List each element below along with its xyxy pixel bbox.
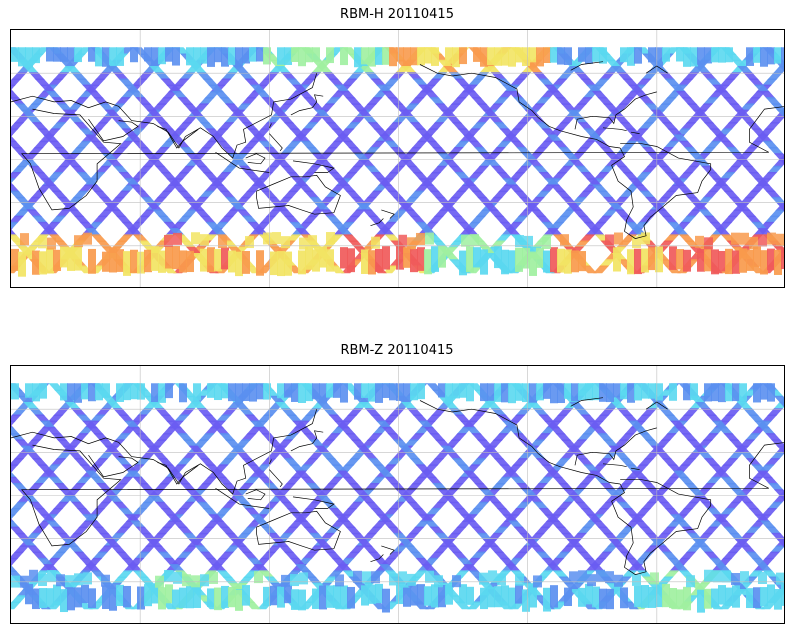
map-title-top: RBM-H 20110415 — [340, 7, 454, 22]
high-latitude-belts — [11, 383, 784, 613]
map-title-bottom: RBM-Z 20110415 — [340, 343, 454, 358]
map-canvas-top — [11, 30, 784, 287]
coastlines — [11, 61, 784, 239]
gridlines — [11, 366, 784, 623]
high-latitude-belts — [11, 47, 784, 277]
map-panel-top — [10, 29, 785, 288]
gridlines — [11, 30, 784, 287]
map-panel-bottom — [10, 365, 785, 624]
map-canvas-bottom — [11, 366, 784, 623]
coastlines — [11, 397, 784, 575]
